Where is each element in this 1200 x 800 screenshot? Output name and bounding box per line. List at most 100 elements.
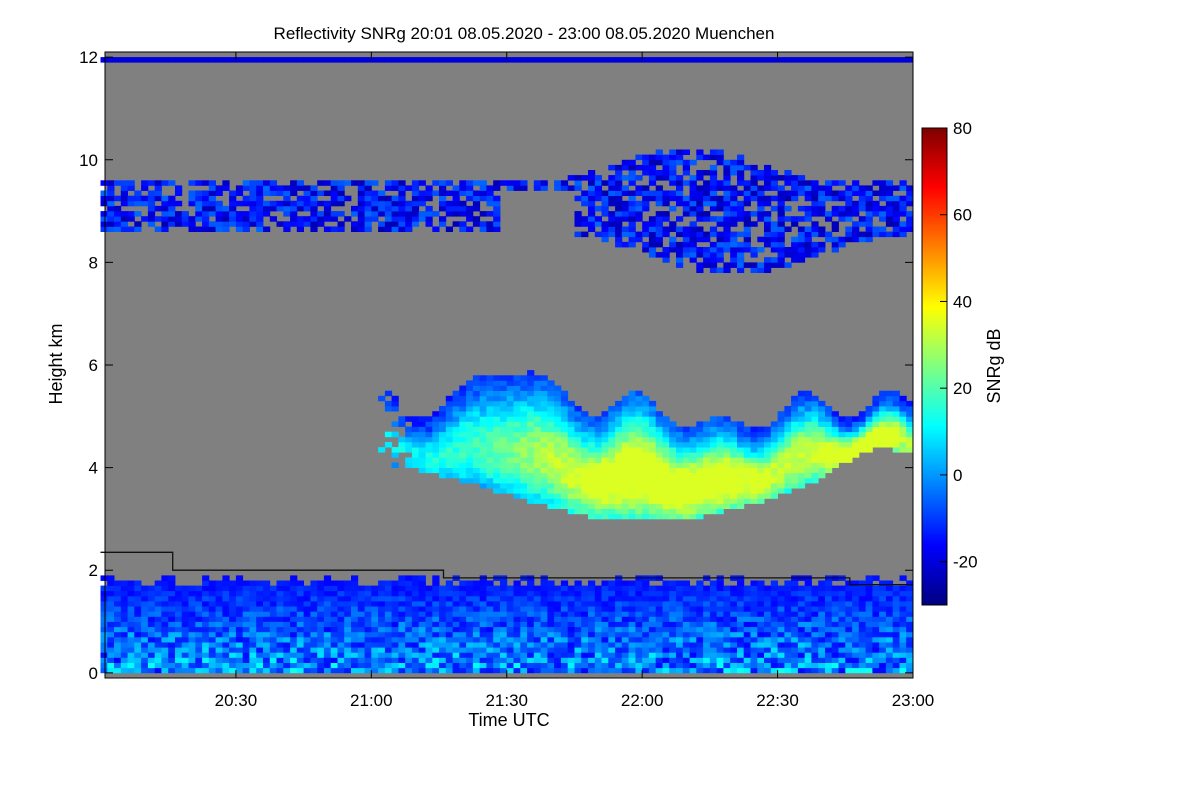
reflectivity-cell <box>804 631 812 638</box>
reflectivity-cell <box>181 647 189 653</box>
reflectivity-cell <box>743 211 751 217</box>
reflectivity-cell <box>601 221 609 227</box>
reflectivity-cell <box>202 626 210 633</box>
reflectivity-cell <box>770 595 778 602</box>
reflectivity-cell <box>852 585 860 592</box>
reflectivity-cell <box>716 657 724 663</box>
reflectivity-cell <box>669 647 677 653</box>
reflectivity-cell <box>242 611 250 617</box>
reflectivity-cell <box>662 457 670 463</box>
reflectivity-cell <box>764 231 772 238</box>
reflectivity-cell <box>709 421 718 427</box>
reflectivity-cell <box>547 483 555 489</box>
reflectivity-cell <box>317 180 325 186</box>
reflectivity-cell <box>879 621 887 628</box>
reflectivity-cell <box>472 595 481 602</box>
reflectivity-cell <box>107 200 115 207</box>
reflectivity-cell <box>229 667 237 674</box>
reflectivity-cell <box>757 57 765 63</box>
reflectivity-cell <box>303 637 311 643</box>
reflectivity-cell <box>865 421 873 427</box>
reflectivity-cell <box>730 236 738 243</box>
reflectivity-cell <box>750 467 758 474</box>
reflectivity-cell <box>594 467 602 474</box>
reflectivity-cell <box>635 508 643 515</box>
reflectivity-cell <box>865 621 873 628</box>
reflectivity-cell <box>554 498 562 504</box>
reflectivity-cell <box>709 631 718 638</box>
reflectivity-cell <box>865 216 873 222</box>
reflectivity-cell <box>594 631 602 638</box>
reflectivity-cell <box>899 180 907 186</box>
reflectivity-cell <box>723 190 731 196</box>
reflectivity-cell <box>601 472 609 479</box>
reflectivity-cell <box>879 390 887 397</box>
reflectivity-cell <box>500 662 508 669</box>
reflectivity-cell <box>323 580 332 586</box>
reflectivity-cell <box>825 57 833 63</box>
reflectivity-cell <box>459 606 467 612</box>
reflectivity-cell <box>737 483 745 489</box>
reflectivity-cell <box>879 395 887 402</box>
reflectivity-cell <box>682 667 690 674</box>
reflectivity-cell <box>120 585 128 592</box>
reflectivity-cell <box>330 621 338 628</box>
reflectivity-cell <box>466 421 474 427</box>
reflectivity-cell <box>554 452 562 458</box>
reflectivity-cell <box>411 57 420 63</box>
reflectivity-cell <box>750 252 758 258</box>
reflectivity-cell <box>594 513 602 520</box>
reflectivity-cell <box>344 580 352 586</box>
reflectivity-cell <box>594 667 602 674</box>
reflectivity-cell <box>506 416 514 422</box>
reflectivity-cell <box>716 416 724 422</box>
reflectivity-cell <box>791 195 799 202</box>
reflectivity-cell <box>642 503 650 509</box>
reflectivity-cell <box>811 221 819 227</box>
reflectivity-cell <box>777 590 785 597</box>
reflectivity-cell <box>723 477 731 484</box>
reflectivity-cell <box>743 626 751 633</box>
reflectivity-cell <box>249 647 257 653</box>
reflectivity-cell <box>615 216 623 222</box>
reflectivity-cell <box>493 390 501 397</box>
reflectivity-cell <box>804 467 812 474</box>
reflectivity-cell <box>642 626 650 633</box>
reflectivity-cell <box>709 637 718 643</box>
reflectivity-cell <box>838 442 846 448</box>
reflectivity-cell <box>472 601 481 607</box>
reflectivity-cell <box>784 601 792 607</box>
reflectivity-cell <box>317 657 325 663</box>
reflectivity-cell <box>114 221 122 227</box>
reflectivity-cell <box>411 452 420 458</box>
reflectivity-cell <box>716 442 724 448</box>
reflectivity-cell <box>330 180 338 186</box>
reflectivity-cell <box>858 190 866 196</box>
reflectivity-cell <box>554 436 562 443</box>
reflectivity-cell <box>560 390 569 397</box>
reflectivity-cell <box>615 436 623 443</box>
reflectivity-cell <box>811 411 819 417</box>
reflectivity-cell <box>655 170 663 176</box>
reflectivity-cell <box>615 621 623 628</box>
reflectivity-cell <box>825 190 833 196</box>
reflectivity-cell <box>899 406 907 412</box>
reflectivity-cell <box>892 631 900 638</box>
reflectivity-cell <box>215 621 223 628</box>
reflectivity-cell <box>791 647 799 653</box>
reflectivity-cell <box>703 57 711 63</box>
reflectivity-cell <box>669 159 677 166</box>
reflectivity-cell <box>601 513 609 520</box>
reflectivity-cell <box>208 211 216 217</box>
reflectivity-cell <box>642 447 650 453</box>
reflectivity-cell <box>743 236 751 243</box>
reflectivity-cell <box>791 247 799 253</box>
reflectivity-cell <box>838 180 846 186</box>
reflectivity-cell <box>838 626 846 633</box>
reflectivity-cell <box>222 631 230 638</box>
reflectivity-cell <box>533 400 541 407</box>
reflectivity-cell <box>709 657 718 663</box>
reflectivity-cell <box>384 652 393 658</box>
reflectivity-cell <box>147 662 156 669</box>
reflectivity-cell <box>554 421 562 427</box>
